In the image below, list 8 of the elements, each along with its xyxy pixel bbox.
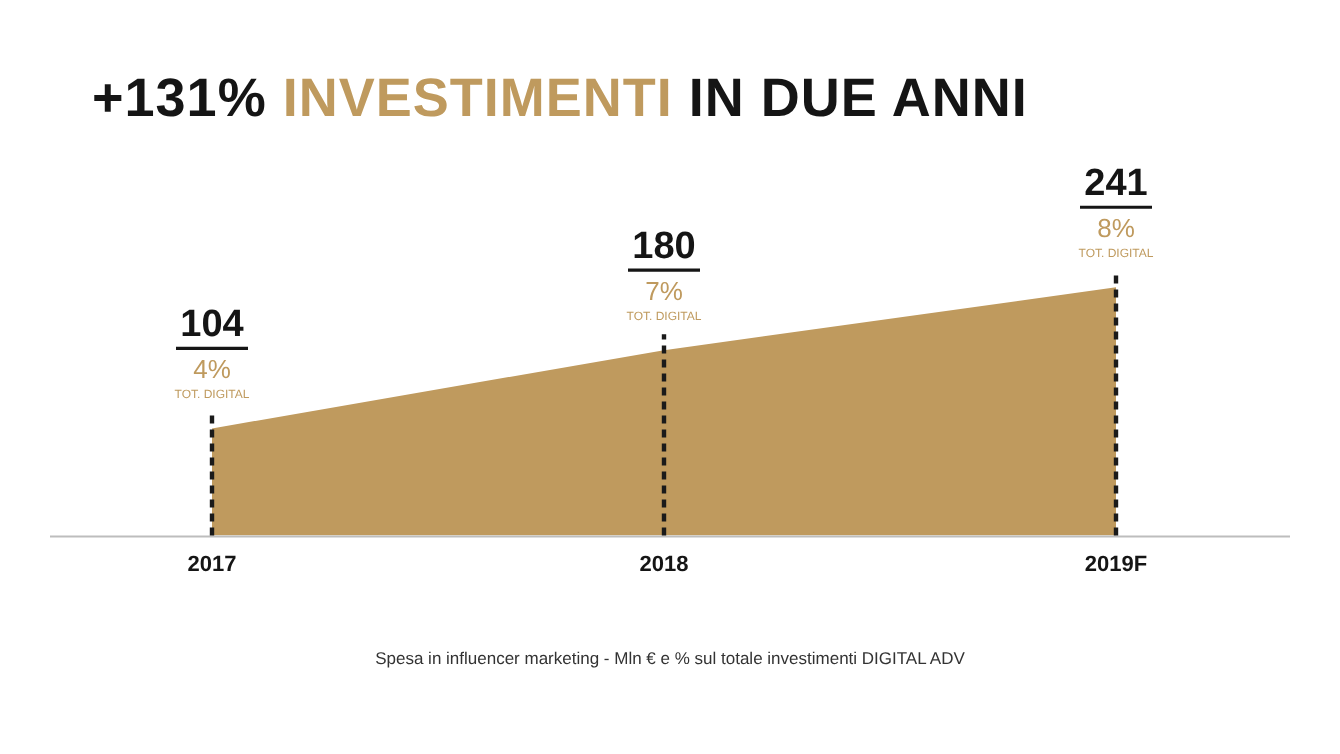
data-label: 104 — [180, 304, 245, 347]
text: Spesa in influencer marketing - Mln € e % sul totale investimenti DIGITAL ADV — [373, 648, 967, 668]
chart-title: +131% INVESTIMENTI IN DUE ANNI — [92, 68, 1028, 128]
data-label: 241 — [1084, 163, 1149, 206]
x-tick-label: 2019F — [1084, 552, 1148, 577]
data-label: 180 — [632, 226, 696, 269]
x-tick-label: 2018 — [639, 552, 689, 577]
x-tick-label: 2017 — [187, 552, 237, 577]
